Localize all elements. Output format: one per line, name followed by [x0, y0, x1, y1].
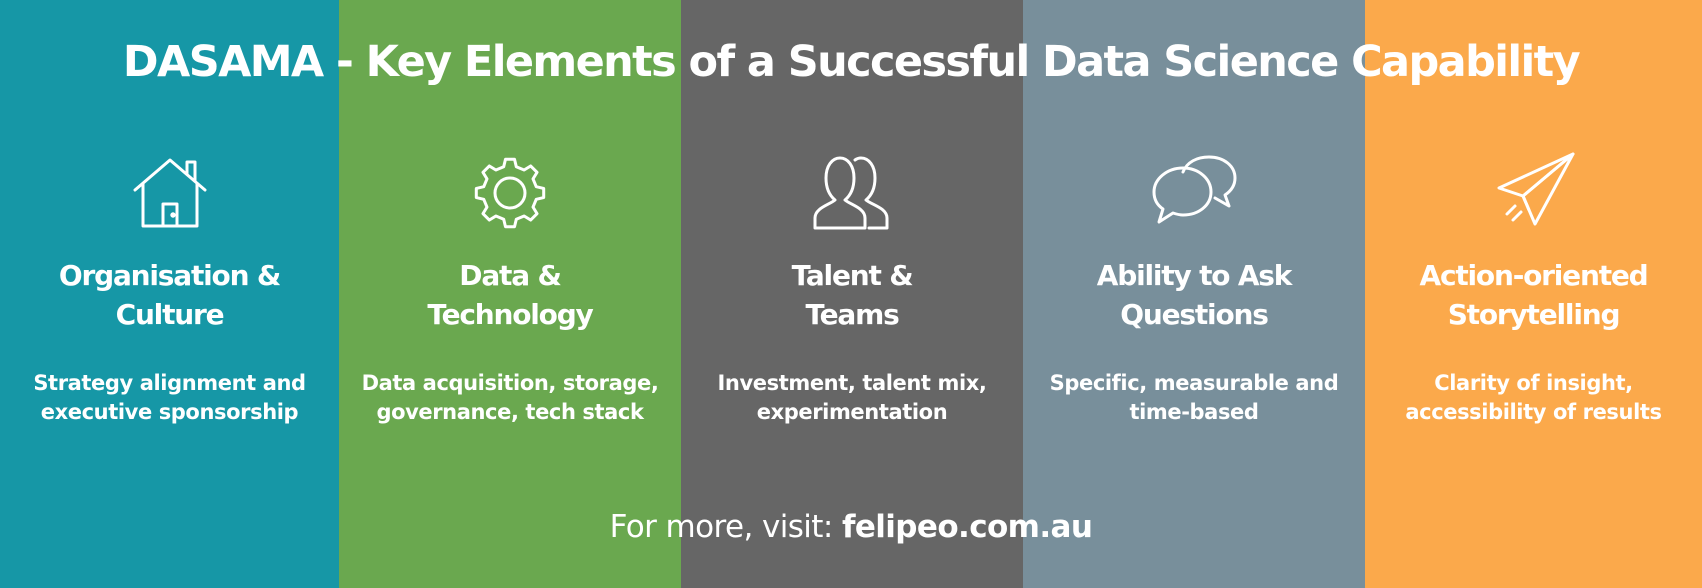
column-title-line: Teams — [805, 298, 899, 331]
column-organisation-culture: Organisation & Culture Strategy alignmen… — [0, 0, 339, 588]
column-title-line: Culture — [115, 298, 225, 331]
column-title: Data & Technology — [339, 256, 681, 334]
column-title-line: Storytelling — [1447, 298, 1621, 331]
column-title-line: Questions — [1120, 298, 1269, 331]
paper-plane-icon — [1489, 148, 1579, 238]
column-description: Clarity of insight, accessibility of res… — [1365, 369, 1702, 427]
column-description-line: Clarity of insight, — [1434, 371, 1633, 395]
column-title-line: Action-oriented — [1419, 259, 1648, 292]
column-title-line: Ability to Ask — [1096, 259, 1293, 292]
column-description-line: Investment, talent mix, — [717, 371, 987, 395]
website-link[interactable]: felipeo.com.au — [841, 509, 1093, 545]
column-description-line: Strategy alignment and — [33, 371, 306, 395]
column-talent-teams: Talent & Teams Investment, talent mix, e… — [681, 0, 1023, 588]
column-title-line: Talent & — [791, 259, 914, 292]
column-description-line: experimentation — [756, 400, 948, 424]
column-action-oriented-storytelling: Action-oriented Storytelling Clarity of … — [1365, 0, 1702, 588]
house-icon — [125, 148, 215, 238]
footer: For more, visit: felipeo.com.au — [0, 506, 1702, 548]
column-description: Strategy alignment and executive sponsor… — [0, 369, 339, 427]
column-data-technology: Data & Technology Data acquisition, stor… — [339, 0, 681, 588]
column-title: Organisation & Culture — [0, 256, 339, 334]
column-description-line: Data acquisition, storage, — [361, 371, 659, 395]
column-description-line: executive sponsorship — [40, 400, 299, 424]
column-description-line: time-based — [1129, 400, 1259, 424]
column-title: Ability to Ask Questions — [1023, 256, 1365, 334]
column-title-line: Technology — [427, 298, 593, 331]
column-description: Investment, talent mix, experimentation — [681, 369, 1023, 427]
column-description-line: accessibility of results — [1405, 400, 1662, 424]
column-description: Data acquisition, storage, governance, t… — [339, 369, 681, 427]
footer-prefix: For more, visit: — [609, 509, 842, 545]
column-title: Talent & Teams — [681, 256, 1023, 334]
column-title: Action-oriented Storytelling — [1365, 256, 1702, 334]
speech-bubbles-icon — [1149, 148, 1239, 238]
people-icon — [807, 148, 897, 238]
column-description-line: Specific, measurable and — [1049, 371, 1339, 395]
column-ability-to-ask-questions: Ability to Ask Questions Specific, measu… — [1023, 0, 1365, 588]
gear-icon — [465, 148, 555, 238]
column-description: Specific, measurable and time-based — [1023, 369, 1365, 427]
column-description-line: governance, tech stack — [376, 400, 644, 424]
column-title-line: Organisation & — [58, 259, 281, 292]
page-title: DASAMA - Key Elements of a Successful Da… — [122, 37, 1581, 87]
column-title-line: Data & — [459, 259, 562, 292]
